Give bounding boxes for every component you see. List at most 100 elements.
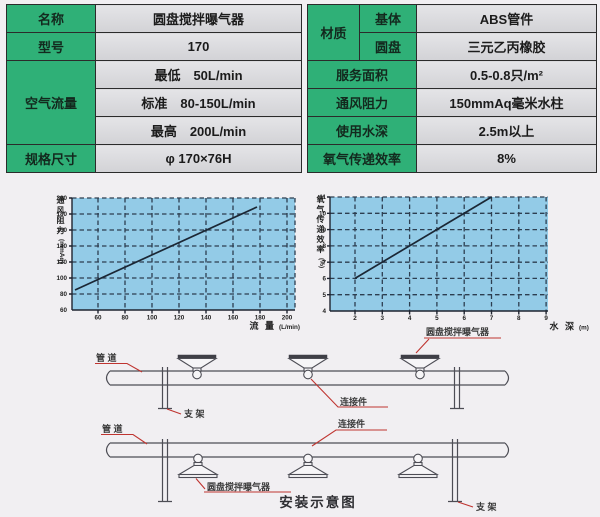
cell-disc-label: 圆盘 — [359, 32, 417, 61]
svg-text:6: 6 — [322, 276, 326, 283]
cell-servicearea-value: 0.5-0.8只/m² — [416, 60, 597, 89]
table-row: 标准 80-150L/min — [7, 88, 302, 117]
efficiency-depth-chart: 11 10 9 8 7 6 5 4 2 3 4 5 6 7 8 9 水 深 (m… — [319, 194, 589, 332]
cell-size-label: 规格尺寸 — [6, 144, 96, 173]
x-tick-labels: 2 3 4 5 6 7 8 9 — [353, 315, 548, 322]
cell-servicearea-label: 服务面积 — [307, 60, 417, 89]
ylabel-unit: (%) — [318, 258, 325, 269]
top-assembly: 管 道 支 架 连接件 圆盘搅拌曝气器 — [95, 326, 510, 419]
table-row: 氧气传递效率 8% — [307, 144, 597, 173]
x-axis-label: 流 量 — [249, 320, 276, 331]
cell-base-label: 基体 — [359, 4, 417, 33]
svg-text:11: 11 — [319, 194, 326, 201]
svg-text:180: 180 — [56, 211, 67, 218]
aerator-label: 圆盘搅拌曝气器 — [426, 326, 490, 337]
y-tick-labels: 200 180 160 140 120 100 80 60 — [56, 195, 67, 314]
ylabel-unit: (mmAq) — [58, 239, 65, 264]
ylabel-text: 氧气传递效率 — [316, 195, 325, 255]
plot-area — [330, 197, 548, 311]
cell-resistance-label: 通风阻力 — [307, 88, 417, 117]
svg-text:6: 6 — [462, 315, 466, 322]
svg-text:200: 200 — [56, 195, 67, 202]
connector-label: 连接件 — [340, 396, 367, 407]
support-bracket — [448, 439, 462, 503]
svg-text:5: 5 — [322, 292, 326, 299]
support-bracket — [450, 367, 464, 410]
svg-text:7: 7 — [490, 315, 494, 322]
svg-text:160: 160 — [56, 227, 67, 234]
svg-text:160: 160 — [228, 315, 239, 322]
svg-text:4: 4 — [408, 315, 412, 322]
cell-resistance-value: 150mmAq毫米水柱 — [416, 88, 597, 117]
svg-text:120: 120 — [56, 259, 67, 266]
svg-text:140: 140 — [56, 243, 67, 250]
cell-depth-value: 2.5m以上 — [416, 116, 597, 145]
svg-text:10: 10 — [319, 211, 327, 218]
support-label: 支 架 — [475, 501, 497, 512]
resistance-flow-chart: 200 180 160 140 120 100 80 60 60 80 100 … — [56, 195, 300, 331]
svg-text:180: 180 — [255, 315, 266, 322]
svg-text:140: 140 — [201, 315, 212, 322]
diagram-caption: 安装示意图 — [279, 494, 357, 510]
support-label: 支 架 — [183, 408, 205, 419]
svg-text:4: 4 — [322, 308, 326, 315]
svg-text:80: 80 — [121, 315, 129, 322]
pipe-label: 管 道 — [96, 352, 117, 363]
disc-aerator — [399, 354, 441, 380]
table-row: 规格尺寸 φ 170×76H — [6, 144, 302, 173]
cell-depth-label: 使用水深 — [307, 116, 417, 145]
left-chart-ylabel: 通风阻力 (mmAq) — [52, 196, 68, 264]
x-axis-label: 水 深 — [549, 321, 576, 332]
annotation-leaders — [101, 429, 474, 508]
annotation-leaders — [95, 337, 501, 415]
table-row: 型号 170 — [6, 32, 302, 61]
table-row: 使用水深 2.5m以上 — [307, 116, 597, 145]
disc-aerator — [287, 354, 329, 380]
svg-text:5: 5 — [435, 315, 439, 322]
table-row: 材质 基体 ABS管件 — [307, 4, 597, 61]
cell-airflow-max: 最高 200L/min — [95, 116, 302, 145]
cell-efficiency-label: 氧气传递效率 — [307, 144, 417, 173]
svg-text:8: 8 — [517, 315, 521, 322]
cell-airflow-std: 标准 80-150L/min — [95, 88, 302, 117]
svg-text:80: 80 — [60, 291, 68, 298]
resistance-curve — [74, 206, 258, 291]
support-bracket — [158, 367, 172, 410]
cell-airflow-min: 最低 50L/min — [95, 60, 302, 89]
cell-material-label: 材质 — [307, 4, 360, 61]
x-axis-unit: (L/min) — [279, 324, 300, 331]
axes — [69, 197, 295, 314]
table-row: 最高 200L/min — [7, 116, 302, 145]
svg-text:9: 9 — [322, 227, 326, 234]
installation-diagram: 管 道 支 架 连接件 圆盘搅拌曝气器 — [95, 326, 510, 512]
svg-text:100: 100 — [56, 275, 67, 282]
svg-text:7: 7 — [322, 259, 326, 266]
y-tick-labels: 11 10 9 8 7 6 5 4 — [319, 194, 327, 315]
disc-aerator — [287, 453, 329, 479]
connector-label: 连接件 — [338, 418, 365, 429]
svg-text:2: 2 — [353, 315, 357, 322]
cell-base-value: ABS管件 — [416, 4, 597, 33]
disc-aerator — [397, 453, 439, 479]
efficiency-curve — [354, 196, 492, 280]
pipe-label: 管 道 — [102, 423, 123, 434]
svg-text:60: 60 — [94, 315, 102, 322]
support-bracket — [158, 439, 172, 503]
table-row: 通风阻力 150mmAq毫米水柱 — [307, 88, 597, 117]
x-tick-labels: 60 80 100 120 140 160 180 200 — [94, 315, 292, 322]
cell-efficiency-value: 8% — [416, 144, 597, 173]
cell-name-value: 圆盘搅拌曝气器 — [95, 4, 302, 33]
table-row: 名称 圆盘搅拌曝气器 — [6, 4, 302, 33]
x-axis-unit: (m) — [579, 325, 589, 332]
cell-size-value: φ 170×76H — [95, 144, 302, 173]
right-chart-ylabel: 氧气传递效率 (%) — [312, 195, 328, 268]
svg-text:120: 120 — [174, 315, 185, 322]
svg-text:3: 3 — [381, 315, 385, 322]
aerator-label: 圆盘搅拌曝气器 — [207, 481, 271, 492]
bottom-assembly: 管 道 连接件 圆盘搅拌曝气器 支 架 — [101, 418, 510, 512]
svg-text:60: 60 — [60, 307, 68, 314]
plot-area — [72, 198, 295, 310]
svg-text:9: 9 — [544, 315, 548, 322]
disc-aerator — [176, 354, 218, 380]
